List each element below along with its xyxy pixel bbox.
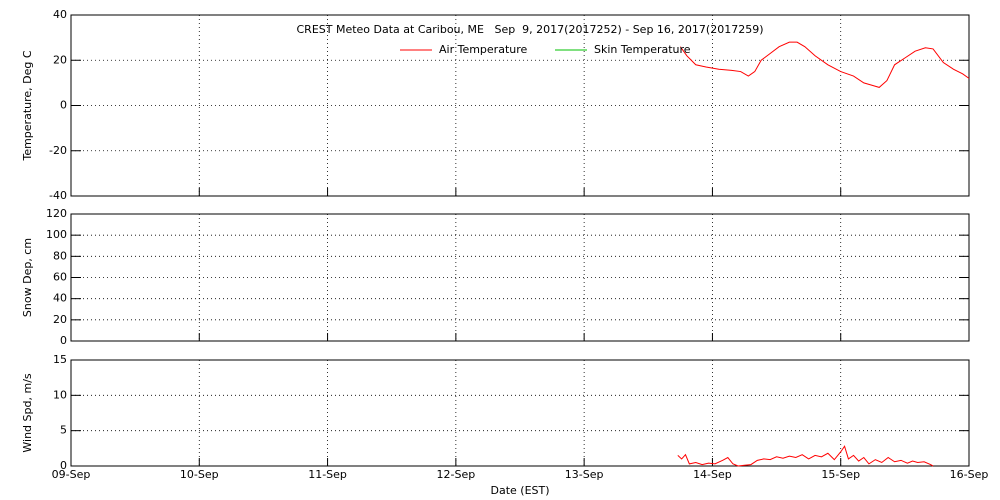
y-tick-label: 20 — [53, 53, 67, 66]
y-tick-label: 20 — [53, 313, 67, 326]
y-tick-label: 40 — [53, 292, 67, 305]
y-tick-label: 120 — [46, 207, 67, 220]
y-tick-label: -40 — [49, 189, 67, 202]
data-line — [679, 41, 970, 88]
x-tick-label: 13-Sep — [565, 468, 604, 481]
y-axis-label: Snow Dep, cm — [21, 238, 34, 317]
y-tick-label: 40 — [53, 8, 67, 21]
y-tick-label: 60 — [53, 271, 67, 284]
x-tick-label: 12-Sep — [437, 468, 476, 481]
y-axis-label: Temperature, Deg C — [21, 50, 34, 161]
x-tick-label: 11-Sep — [308, 468, 347, 481]
y-tick-label: 5 — [60, 424, 67, 437]
legend-label: Air Temperature — [439, 43, 528, 56]
x-tick-label: 09-Sep — [52, 468, 91, 481]
x-tick-label: 15-Sep — [821, 468, 860, 481]
plot-frame — [70, 359, 970, 467]
legend-label: Skin Temperature — [594, 43, 691, 56]
y-tick-label: 0 — [60, 334, 67, 347]
y-tick-label: 80 — [53, 249, 67, 262]
y-tick-label: -20 — [49, 144, 67, 157]
x-axis-label: Date (EST) — [490, 484, 549, 497]
y-tick-label: 15 — [53, 353, 67, 366]
chart-title: CREST Meteo Data at Caribou, ME Sep 9, 2… — [297, 23, 764, 36]
y-axis-label: Wind Spd, m/s — [21, 373, 34, 453]
data-line — [677, 445, 934, 467]
y-tick-label: 100 — [46, 228, 67, 241]
x-tick-label: 10-Sep — [180, 468, 219, 481]
y-tick-label: 10 — [53, 388, 67, 401]
x-tick-label: 16-Sep — [950, 468, 989, 481]
x-tick-label: 14-Sep — [693, 468, 732, 481]
y-tick-label: 0 — [60, 99, 67, 112]
y-tick-label: 0 — [60, 459, 67, 472]
